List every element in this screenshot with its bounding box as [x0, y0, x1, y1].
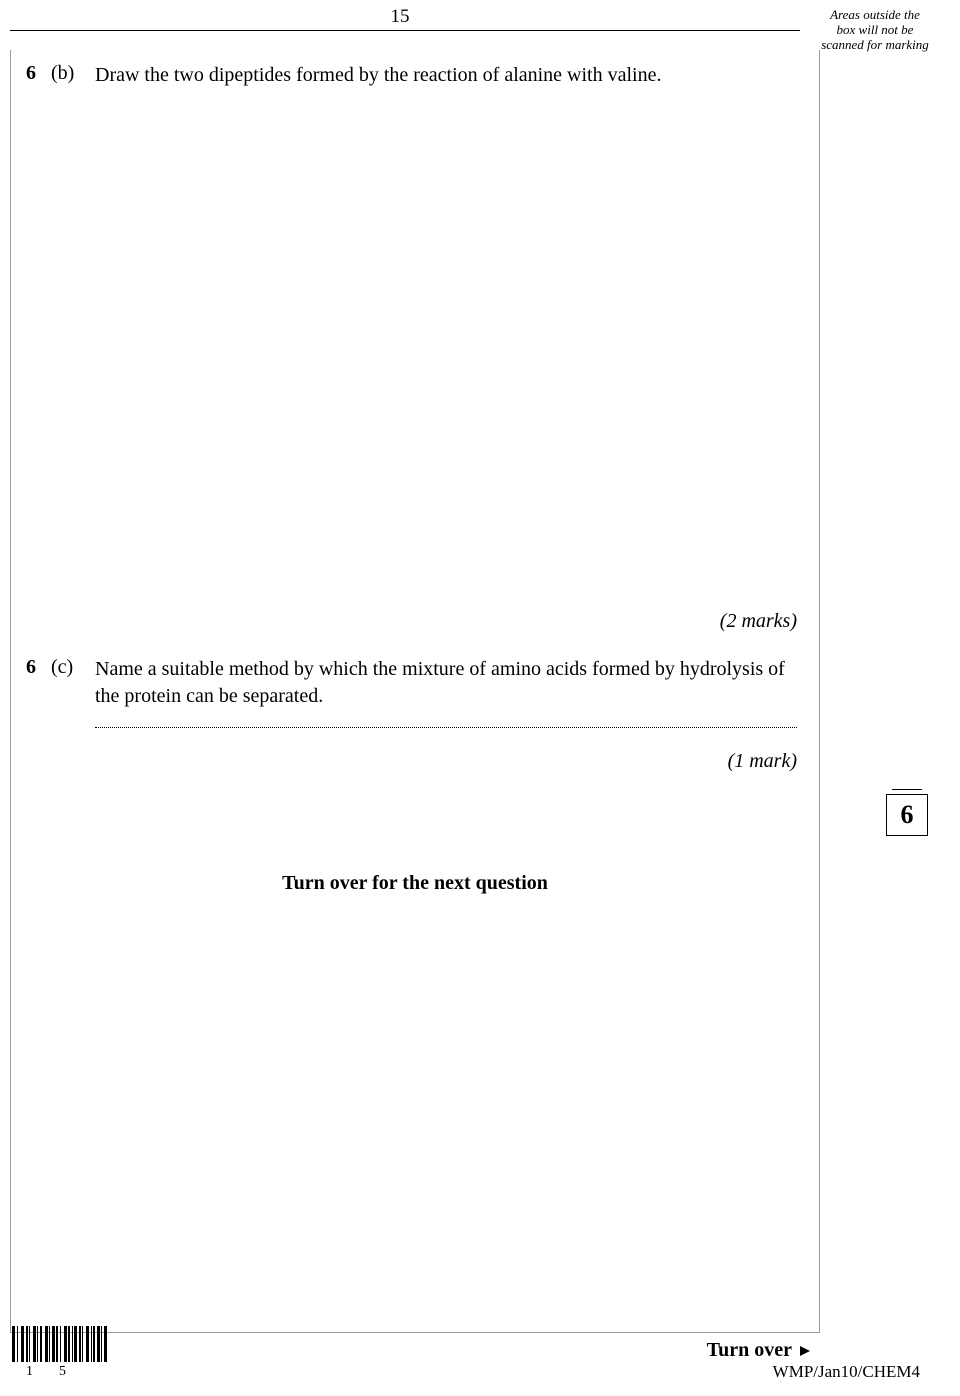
header-rule	[10, 30, 800, 31]
answer-box: 6 (b) Draw the two dipeptides formed by …	[10, 50, 820, 1333]
footer-exam-code: WMP/Jan10/CHEM4	[773, 1362, 920, 1382]
question-6b-row: 6 (b) Draw the two dipeptides formed by …	[11, 50, 819, 89]
question-text: Name a suitable method by which the mixt…	[95, 656, 819, 710]
answer-line	[95, 727, 797, 728]
turn-over-footer: Turn over	[707, 1339, 812, 1362]
question-6c-row: 6 (c) Name a suitable method by which th…	[11, 644, 819, 710]
question-total-box: 6	[886, 794, 928, 836]
margin-scan-note: Areas outside the box will not be scanne…	[820, 8, 930, 53]
question-part: (b)	[51, 62, 95, 85]
marks-6b: (2 marks)	[720, 610, 797, 633]
turn-over-label: Turn over	[707, 1339, 792, 1362]
question-text: Draw the two dipeptides formed by the re…	[95, 62, 819, 89]
question-part: (c)	[51, 656, 95, 679]
question-number: 6	[11, 656, 51, 679]
question-number: 6	[11, 62, 51, 85]
barcode-bars	[12, 1326, 130, 1362]
barcode-label: 15	[12, 1362, 130, 1380]
triangle-right-icon	[798, 1344, 812, 1358]
score-line	[892, 789, 922, 790]
barcode: 15	[12, 1326, 130, 1380]
page-number-top: 15	[0, 6, 800, 28]
turn-over-next-question: Turn over for the next question	[11, 872, 819, 895]
marks-6c: (1 mark)	[728, 750, 797, 773]
